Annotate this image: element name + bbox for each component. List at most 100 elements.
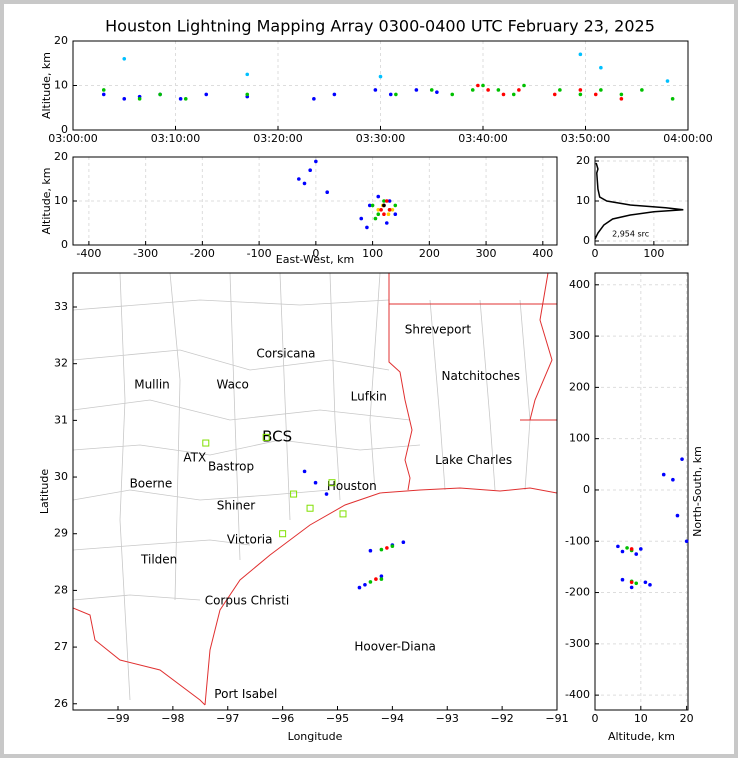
source-point	[620, 549, 625, 554]
y-axis-label: North-South, km	[691, 446, 704, 537]
source-point	[429, 88, 434, 92]
source-point	[470, 88, 475, 92]
source-point	[625, 546, 629, 550]
x-tick-label: 04:00:00	[663, 132, 712, 145]
x-tick-label: −98	[161, 712, 184, 725]
source-point	[384, 221, 389, 225]
source-point	[511, 92, 516, 97]
x-tick-label: 03:20:00	[253, 132, 302, 145]
plot-frame	[72, 272, 558, 711]
x-tick-label: 20	[680, 712, 694, 725]
place-label: Port Isabel	[214, 687, 277, 701]
figure-title: Houston Lightning Mapping Array 0300-040…	[105, 17, 655, 36]
x-tick-label: −99	[106, 712, 129, 725]
coastline	[73, 273, 557, 706]
y-tick-label: 31	[54, 413, 68, 426]
y-tick-label: -400	[565, 688, 590, 701]
source-point	[665, 79, 670, 83]
source-point	[616, 544, 620, 549]
county-lines	[73, 273, 531, 701]
place-label: Tilden	[140, 552, 177, 566]
source-point	[376, 212, 381, 216]
source-point	[373, 88, 378, 92]
source-point	[578, 88, 583, 92]
source-point	[593, 92, 598, 97]
plot-frame	[594, 156, 689, 246]
source-point	[476, 83, 480, 88]
source-point	[204, 92, 209, 97]
source-point	[368, 548, 373, 553]
source-point	[385, 546, 389, 550]
map-base	[73, 273, 557, 706]
y-tick-label: 26	[54, 697, 68, 710]
y-tick-label: 200	[569, 380, 590, 393]
source-point	[661, 472, 666, 477]
source-point	[675, 513, 680, 518]
plot-frame	[594, 272, 689, 711]
source-point	[552, 92, 557, 97]
source-point	[481, 83, 485, 88]
y-tick-label: 10	[54, 194, 68, 207]
station	[202, 439, 210, 447]
plot-frame	[72, 40, 689, 131]
x-tick-label: 03:10:00	[151, 132, 200, 145]
x-tick-label: -300	[133, 247, 158, 260]
source-point	[378, 74, 383, 79]
source-point	[365, 225, 369, 230]
x-tick-label: −95	[326, 712, 349, 725]
x-tick-label: −94	[381, 712, 404, 725]
source-point	[599, 65, 603, 70]
y-tick-label: -300	[565, 637, 590, 650]
source-point	[634, 552, 639, 556]
place-label: Lake Charles	[435, 453, 512, 467]
source-point	[393, 212, 398, 216]
x-tick-label: 0	[592, 247, 599, 260]
source-point	[374, 577, 378, 581]
source-point	[370, 203, 375, 208]
source-point	[629, 580, 634, 585]
source-point	[401, 540, 406, 545]
y-axis-label: Altitude, km	[40, 52, 53, 119]
source-point	[297, 177, 301, 181]
source-point	[245, 92, 250, 97]
y-tick-label: 0	[583, 483, 590, 496]
source-point	[314, 159, 318, 164]
y-tick-label: -100	[565, 534, 590, 547]
source-point	[558, 88, 562, 92]
annotation: 2,954 src	[612, 229, 649, 238]
source-point	[137, 97, 142, 101]
source-point	[640, 88, 644, 92]
source-point	[379, 577, 384, 581]
source-point	[122, 97, 127, 101]
x-tick-label: 200	[419, 247, 440, 260]
x-tick-label: −91	[545, 712, 568, 725]
source-point	[101, 92, 106, 97]
source-point	[376, 208, 381, 212]
x-axis-label: Altitude, km	[608, 730, 675, 743]
place-label: Houston	[327, 479, 377, 493]
y-tick-label: 27	[54, 640, 68, 653]
source-point	[158, 92, 162, 97]
place-label: Natchitoches	[441, 369, 519, 383]
x-axis-label: Longitude	[288, 730, 343, 743]
source-point	[245, 72, 250, 77]
source-point	[382, 212, 386, 216]
x-tick-label: -400	[76, 247, 101, 260]
place-label: Bastrop	[208, 459, 254, 473]
source-point	[393, 203, 398, 208]
place-label: Shreveport	[405, 323, 472, 337]
source-point	[178, 97, 183, 101]
x-tick-label: −96	[271, 712, 294, 725]
source-point	[643, 580, 648, 585]
x-tick-label: 03:50:00	[561, 132, 610, 145]
source-point	[332, 92, 337, 97]
source-point	[450, 92, 455, 97]
y-tick-label: -200	[565, 586, 590, 599]
source-point	[386, 212, 391, 216]
x-tick-label: −97	[216, 712, 239, 725]
source-point	[634, 581, 639, 586]
y-tick-label: 20	[54, 150, 68, 163]
source-point	[363, 582, 367, 587]
place-label: Hoover-Diana	[354, 640, 436, 654]
source-point	[599, 88, 603, 92]
